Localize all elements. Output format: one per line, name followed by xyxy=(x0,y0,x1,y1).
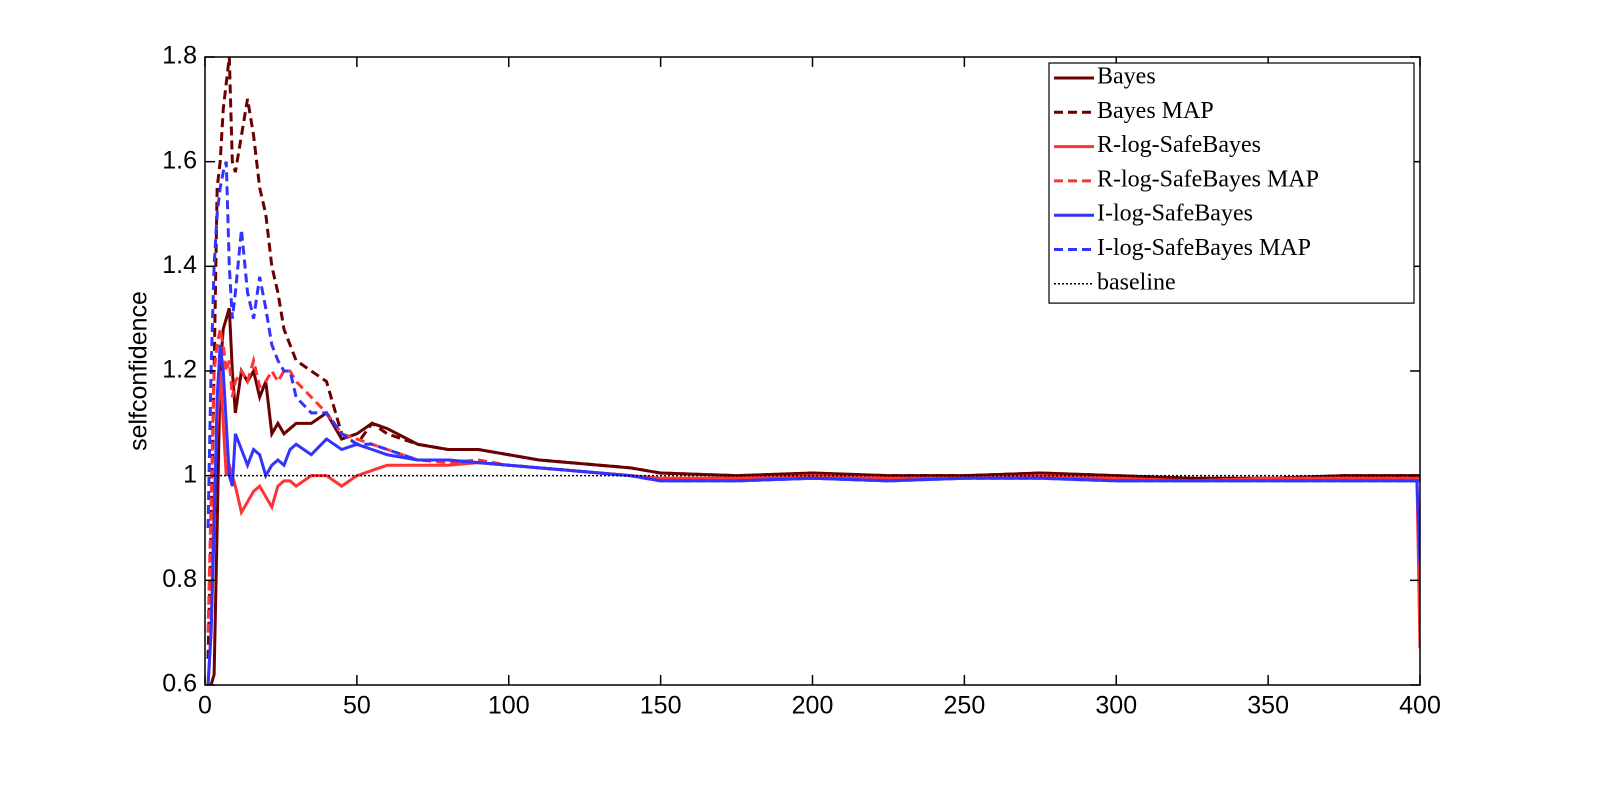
legend-label: baseline xyxy=(1097,269,1176,295)
x-tick-label: 300 xyxy=(1095,692,1137,720)
y-tick-label: 1.4 xyxy=(162,251,197,279)
legend-label: I-log-SafeBayes xyxy=(1097,201,1253,227)
y-tick-label: 0.8 xyxy=(162,565,197,593)
y-tick-label: 1.8 xyxy=(162,42,197,70)
x-tick-label: 350 xyxy=(1247,692,1289,720)
series-line xyxy=(206,161,1420,529)
x-tick-label: 150 xyxy=(640,692,682,720)
x-tick-label: 50 xyxy=(343,692,371,720)
y-tick-label: 1.6 xyxy=(162,146,197,174)
y-tick-label: 0.6 xyxy=(162,670,197,698)
legend-label: Bayes MAP xyxy=(1097,98,1214,124)
x-tick-label: 200 xyxy=(792,692,834,720)
x-tick-label: 400 xyxy=(1399,692,1441,720)
x-tick-label: 0 xyxy=(198,692,212,720)
x-tick-label: 100 xyxy=(488,692,530,720)
legend-label: R-log-SafeBayes MAP xyxy=(1097,166,1319,192)
y-tick-label: 1.2 xyxy=(162,356,197,384)
y-tick-label: 1 xyxy=(183,460,197,488)
plot-lines xyxy=(206,57,1420,685)
legend-label: I-log-SafeBayes MAP xyxy=(1097,235,1311,261)
legend-label: Bayes xyxy=(1097,64,1156,90)
y-axis-label: selfconfidence xyxy=(125,291,153,451)
legend-label: R-log-SafeBayes xyxy=(1097,132,1261,158)
x-tick-label: 250 xyxy=(944,692,986,720)
legend-box xyxy=(1048,62,1415,304)
series-line xyxy=(206,57,1420,659)
